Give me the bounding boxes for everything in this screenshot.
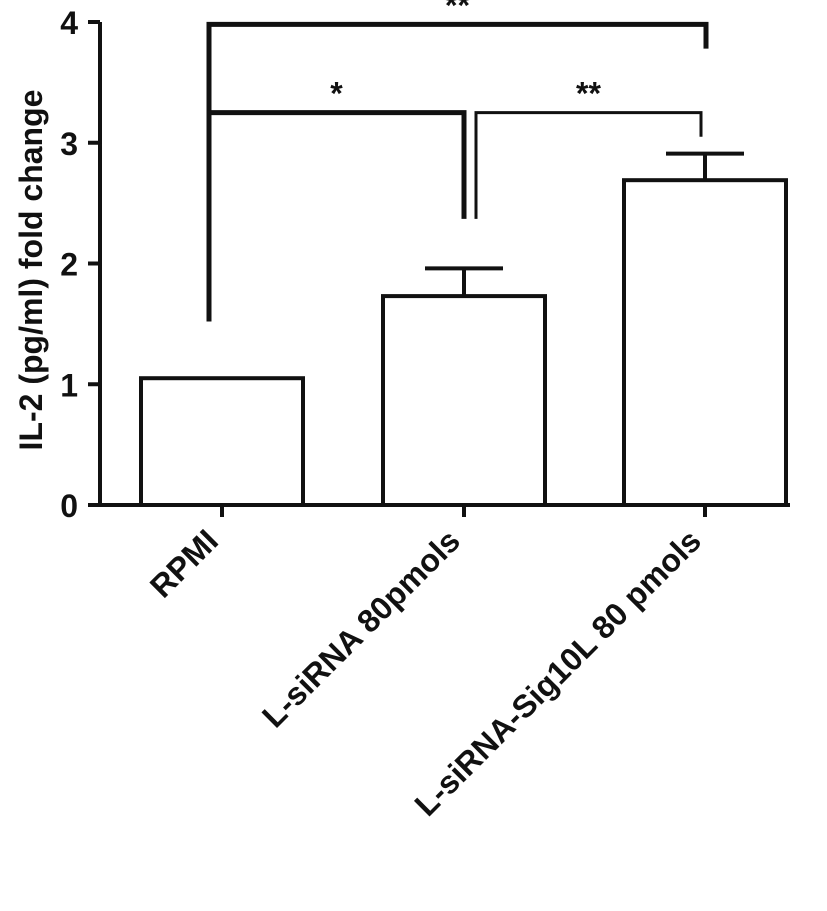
axes-group xyxy=(88,20,790,517)
bar-3 xyxy=(622,178,788,507)
y-tick-label-4: 4 xyxy=(60,5,78,41)
x-tick-label-2: L-siRNA 80pmols xyxy=(255,522,467,734)
error-bars-group xyxy=(425,151,744,297)
y-axis-label: IL-2 (pg/ml) fold change xyxy=(13,90,49,451)
x-tick-label-1: RPMI xyxy=(143,522,225,604)
bar-1 xyxy=(139,376,305,507)
significance-label-2: * xyxy=(330,76,343,112)
y-tick-label-2: 2 xyxy=(60,247,78,283)
bars-group xyxy=(139,178,788,508)
bar-2 xyxy=(381,294,547,508)
significance-bracket-2 xyxy=(206,110,467,322)
significance-group: *** ** xyxy=(206,0,709,322)
significance-bracket-3 xyxy=(474,111,703,219)
y-tick-label-0: 0 xyxy=(60,488,78,524)
y-tick-label-1: 1 xyxy=(60,367,78,403)
significance-label-3: ** xyxy=(576,76,601,112)
y-tick-label-3: 3 xyxy=(60,126,78,162)
significance-label-1: ** xyxy=(445,0,470,23)
x-tick-label-3: L-siRNA-Sig10L 80 pmols xyxy=(408,522,708,822)
